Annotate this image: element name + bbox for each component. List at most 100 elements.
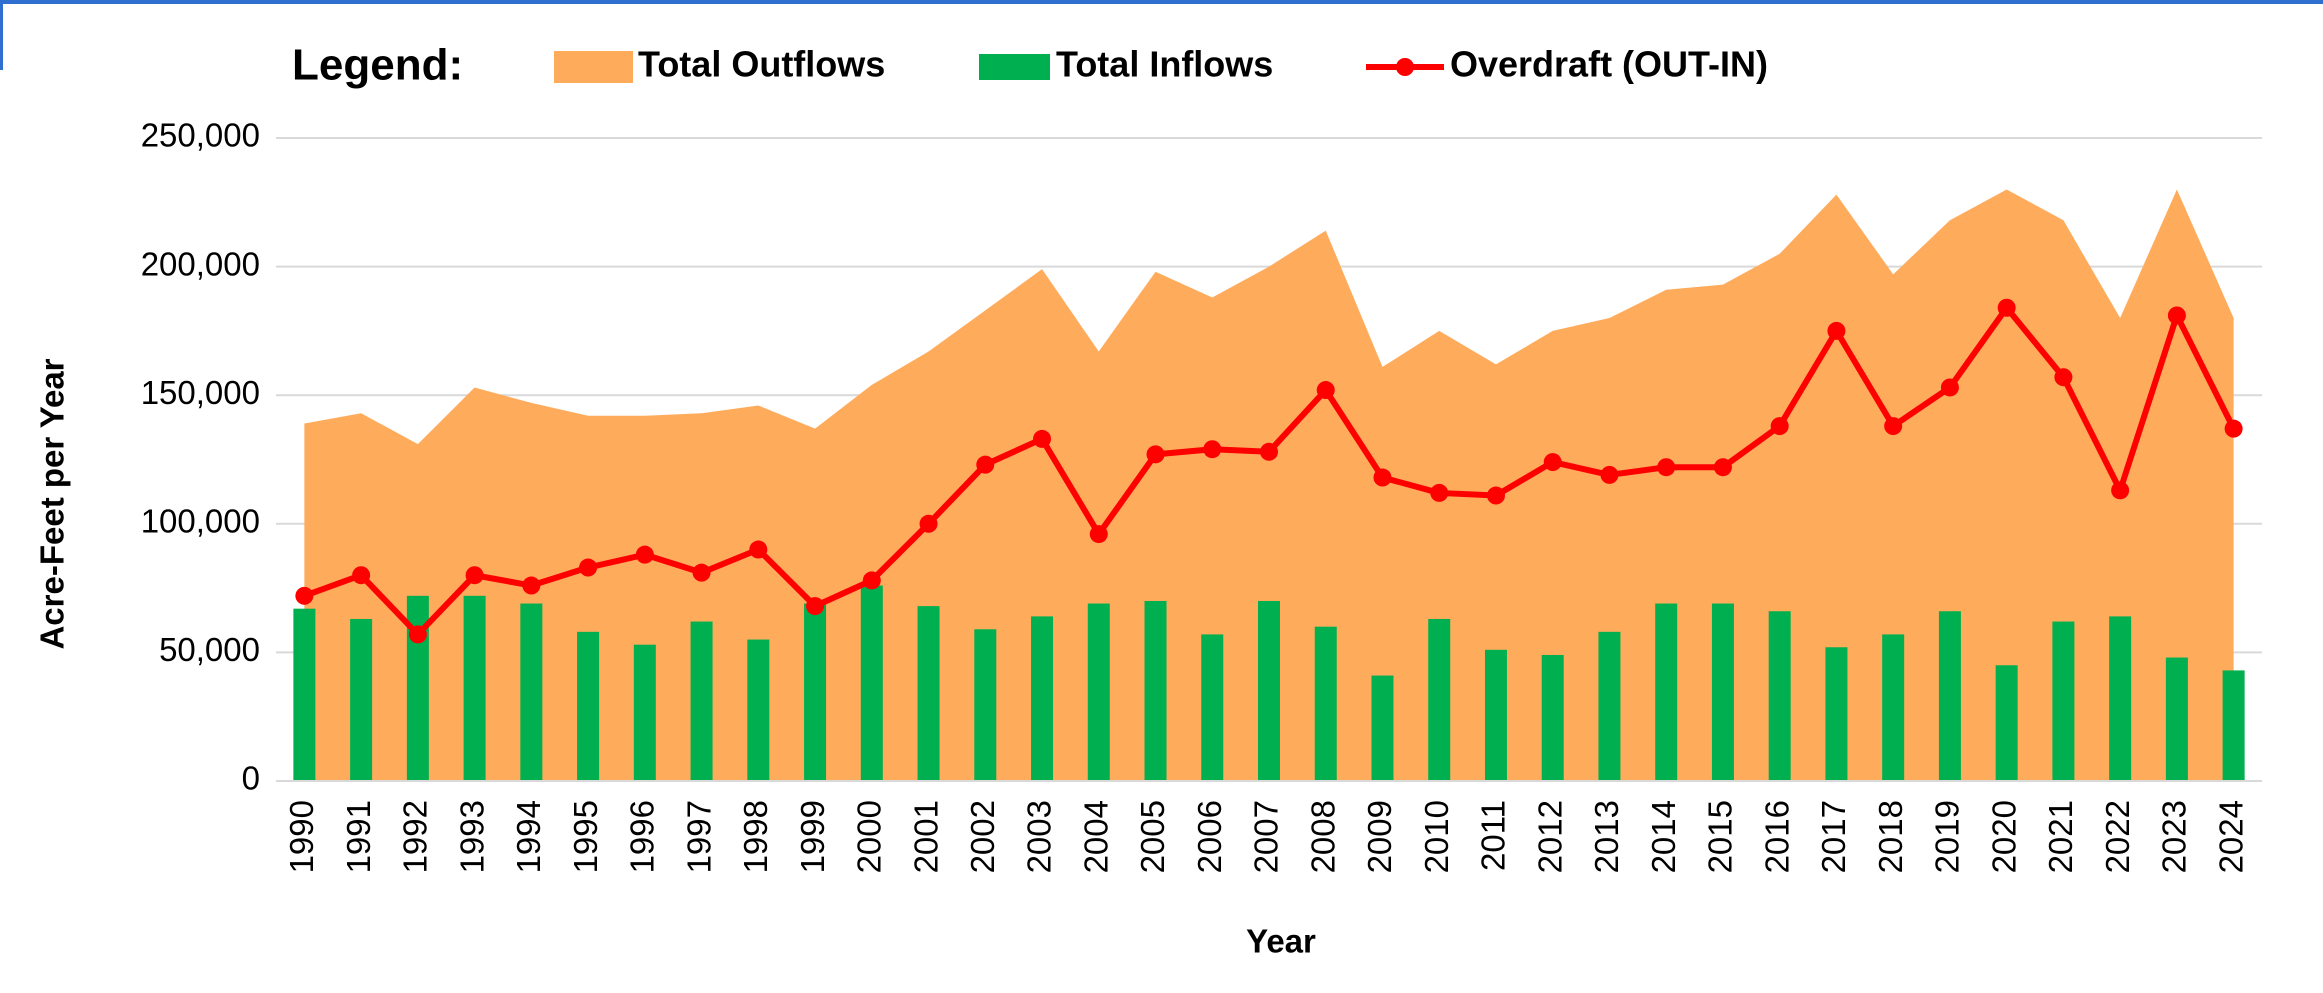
line-marker	[1373, 468, 1392, 487]
x-tick-label: 2015	[1702, 800, 1739, 873]
line-marker	[295, 586, 314, 605]
x-tick-label: 1991	[340, 800, 377, 873]
x-tick-label: 2008	[1304, 800, 1341, 873]
y-axis-title: Acre-Feet per Year	[34, 358, 71, 649]
bar	[577, 631, 600, 781]
x-tick-label: 2024	[2212, 800, 2249, 873]
x-tick-label: 2020	[1985, 800, 2022, 873]
bar	[1031, 616, 1054, 781]
x-tick-label: 2012	[1531, 800, 1568, 873]
bar	[633, 644, 656, 781]
legend-label: Overdraft (OUT-IN)	[1450, 44, 1768, 85]
bar	[1314, 626, 1337, 781]
x-tick-label: 2021	[2042, 800, 2079, 873]
x-tick-label: 1992	[397, 800, 434, 873]
line-marker	[352, 566, 371, 585]
x-tick-label: 2003	[1021, 800, 1058, 873]
bar	[2052, 621, 2075, 781]
bar	[747, 639, 770, 781]
x-tick-label: 1999	[794, 800, 831, 873]
x-axis-title: Year	[1246, 923, 1316, 960]
bar	[1258, 600, 1280, 781]
x-tick-label: 2023	[2156, 800, 2193, 873]
x-tick-label: 1998	[737, 800, 774, 873]
line-marker	[1827, 321, 1846, 340]
line-marker	[1997, 298, 2016, 317]
legend-swatch	[554, 51, 633, 83]
bar	[860, 585, 883, 781]
line-marker	[1543, 453, 1562, 472]
bar	[1598, 631, 1621, 781]
x-tick-label: 2017	[1815, 800, 1852, 873]
line-marker	[2167, 306, 2186, 325]
y-tick-label: 50,000	[159, 631, 260, 668]
bar	[1825, 647, 1848, 781]
bar	[2165, 657, 2188, 781]
line-marker	[1940, 378, 1959, 397]
window-border	[0, 0, 2323, 4]
line-marker	[2224, 419, 2243, 438]
legend: Total Outflows Total Inflows Overdraft (OU…	[554, 44, 1768, 85]
bar	[350, 618, 373, 781]
x-tick-label: 1994	[510, 800, 547, 873]
bar	[2109, 616, 2132, 781]
line-marker	[1600, 465, 1619, 484]
line-marker	[579, 558, 598, 577]
line-marker	[1486, 486, 1505, 505]
line-marker	[806, 597, 825, 616]
x-tick-label: 2018	[1872, 800, 1909, 873]
x-tick-label: 1995	[567, 800, 604, 873]
x-tick-label: 1993	[453, 800, 490, 873]
plot-area	[276, 137, 2262, 782]
area	[304, 189, 2234, 781]
line-marker	[1713, 458, 1732, 477]
line-marker	[919, 514, 938, 533]
line-marker	[408, 625, 427, 644]
bar	[463, 595, 486, 781]
x-tick-label: 2011	[1475, 800, 1512, 871]
x-tick-label: 2019	[1929, 800, 1966, 873]
y-tick-label: 200,000	[141, 245, 260, 282]
bar	[917, 606, 940, 781]
line-marker	[1033, 429, 1052, 448]
bar	[1144, 600, 1167, 781]
x-tick-label: 2016	[1758, 800, 1795, 873]
x-tick-label: 2014	[1645, 800, 1682, 873]
bar	[1995, 665, 2018, 781]
x-tick-label: 2010	[1418, 800, 1455, 873]
line-marker	[862, 571, 881, 590]
x-tick-label: 2001	[907, 800, 944, 873]
line-marker	[1430, 483, 1449, 502]
bar	[406, 595, 429, 781]
line-marker	[1089, 525, 1108, 544]
line-marker	[2111, 481, 2130, 500]
x-tick-label: 2022	[2099, 800, 2136, 873]
bar	[690, 621, 713, 781]
line-marker	[2054, 368, 2073, 387]
x-tick-label: 2000	[851, 800, 888, 873]
x-tick-label: 2013	[1588, 800, 1625, 873]
window-border-left	[0, 0, 3, 70]
line-marker	[522, 576, 541, 595]
bar	[804, 603, 827, 781]
x-tick-label: 1996	[624, 800, 661, 873]
line-marker	[1146, 445, 1165, 464]
line-marker	[1316, 381, 1335, 400]
line-marker	[465, 566, 484, 585]
line-marker	[749, 540, 768, 559]
x-tick-label: 2004	[1077, 800, 1114, 873]
x-tick-label: 2002	[964, 800, 1001, 873]
bar	[1655, 603, 1678, 781]
line-marker	[1884, 417, 1903, 436]
line-marker	[1203, 440, 1222, 459]
bar	[1711, 603, 1734, 781]
bar	[1484, 649, 1507, 781]
line-marker	[692, 563, 711, 582]
y-tick-label: 250,000	[141, 117, 260, 154]
x-tick-label: 2006	[1191, 800, 1228, 873]
bar	[1768, 611, 1791, 781]
bar	[1201, 634, 1224, 781]
legend-title: Legend:	[292, 41, 463, 90]
bar	[2222, 670, 2245, 781]
